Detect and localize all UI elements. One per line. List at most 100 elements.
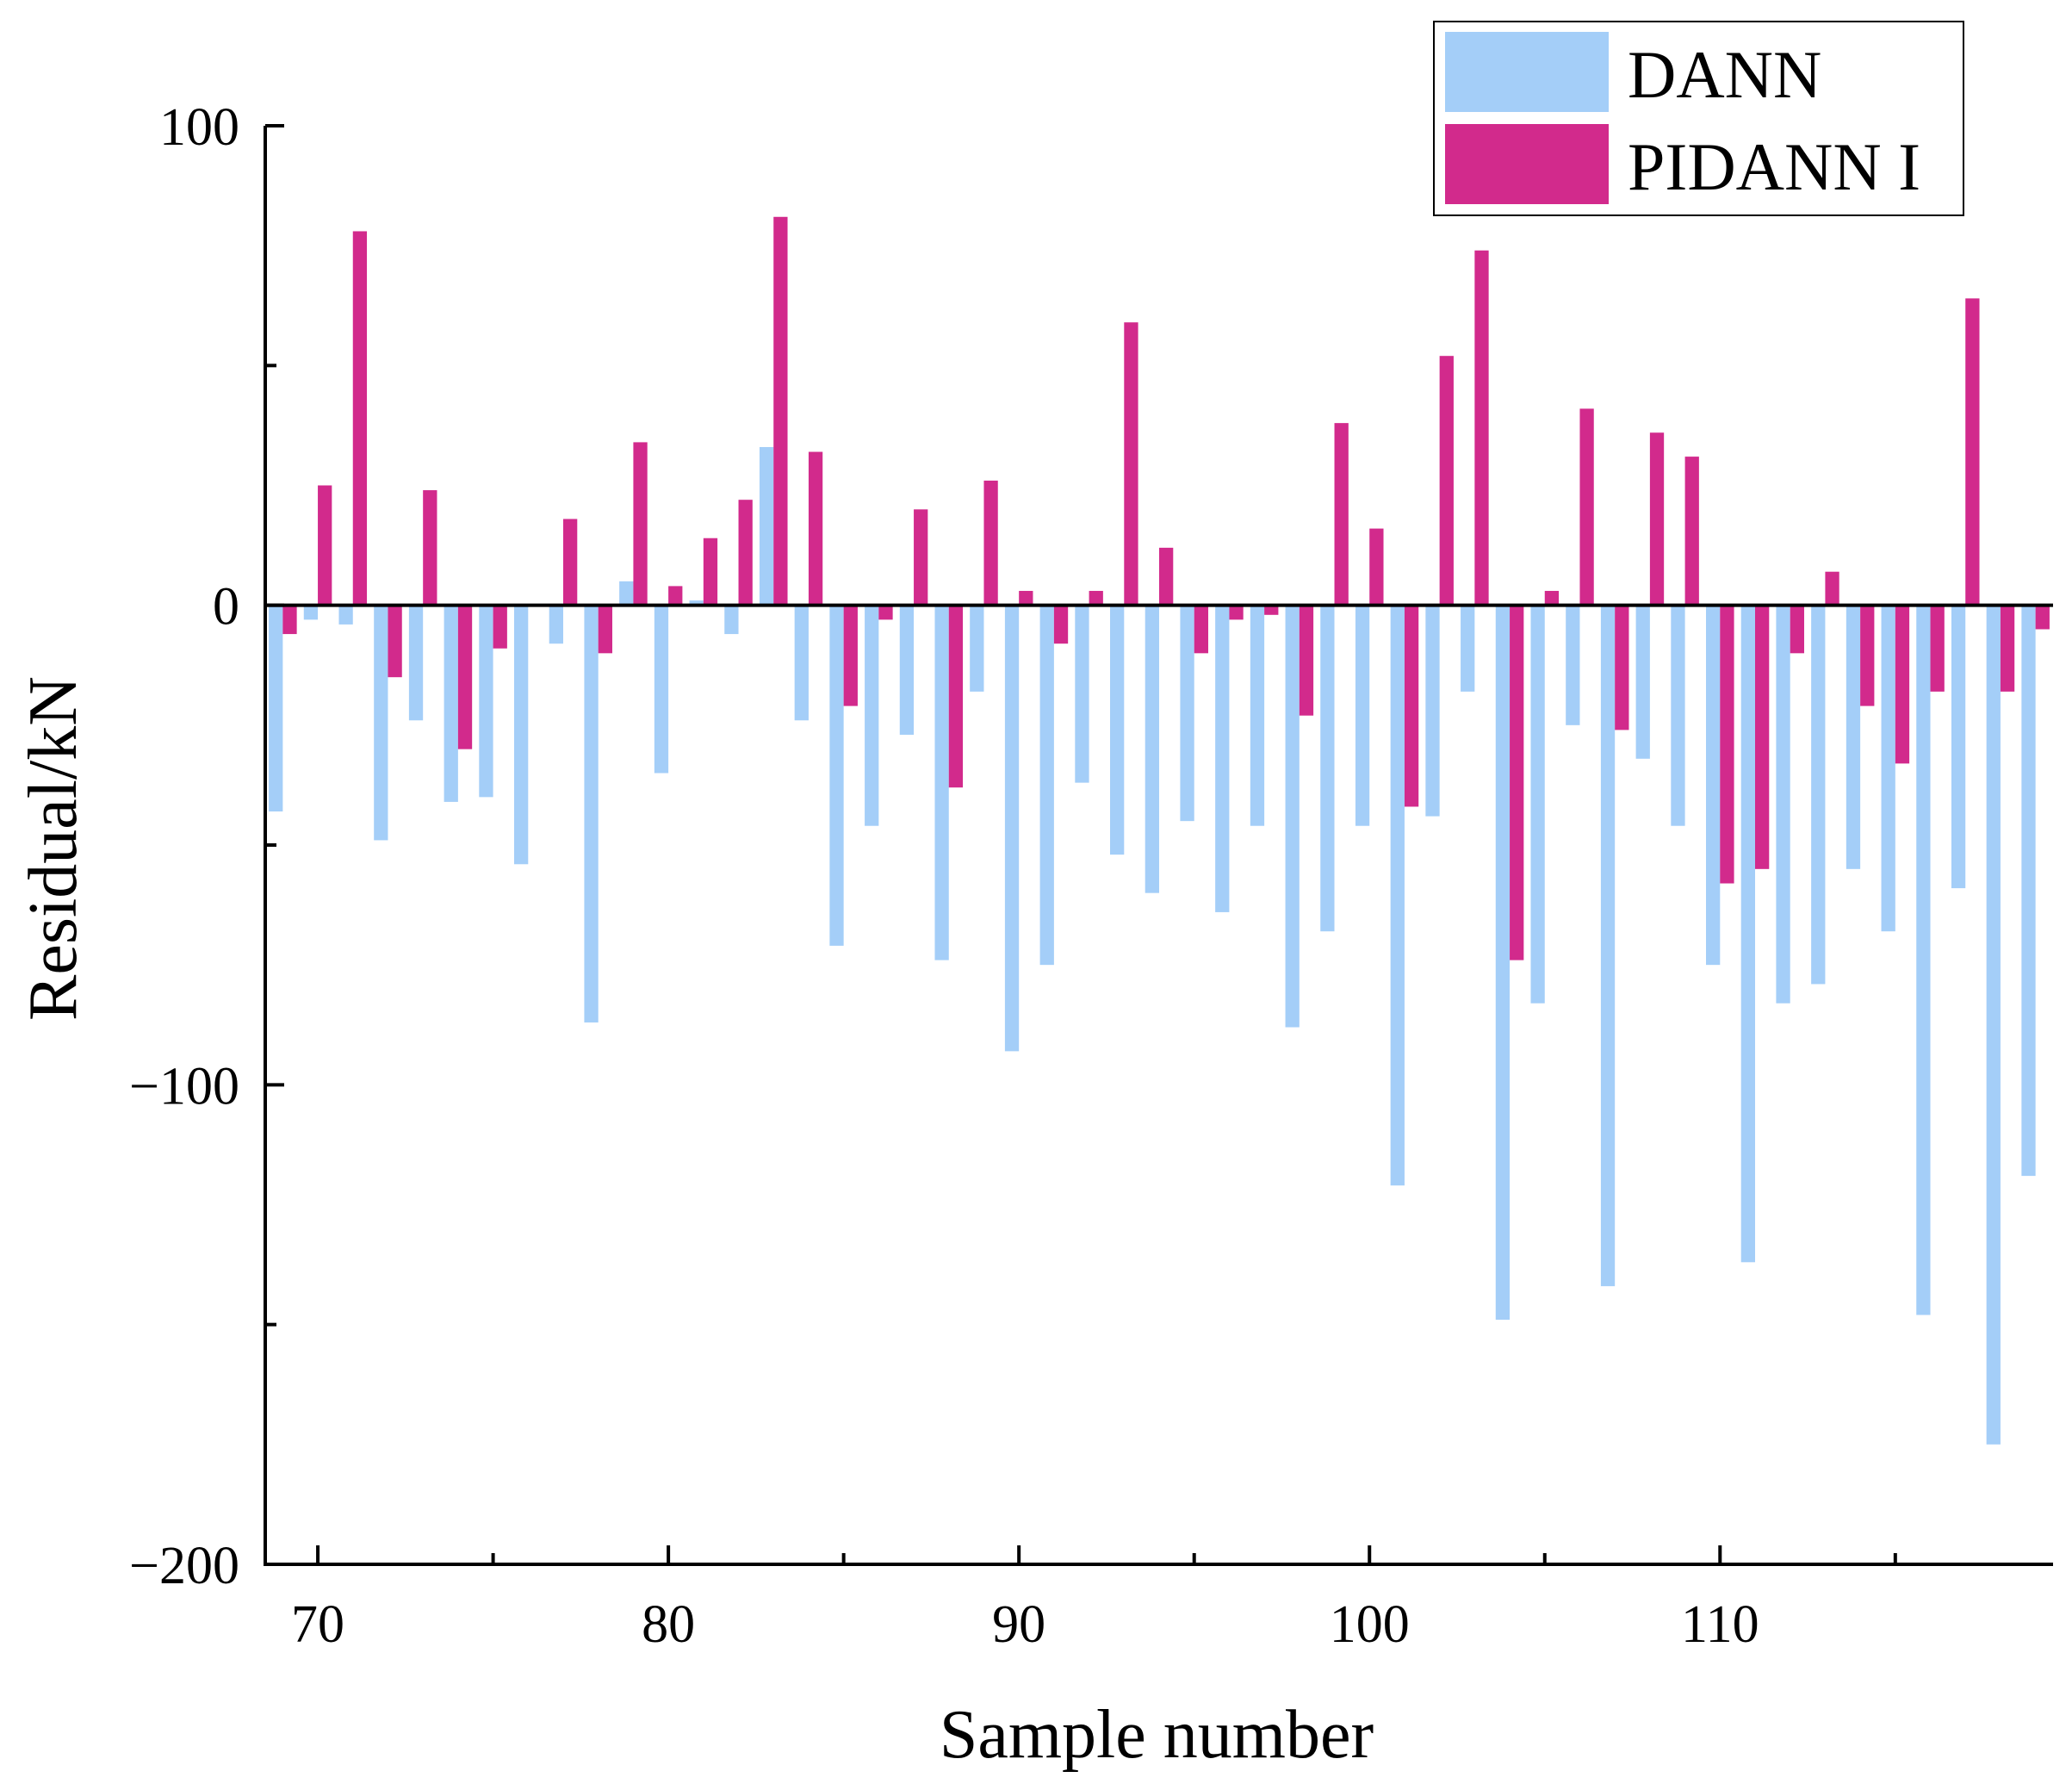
bar-pidann-i-69: [282, 605, 297, 635]
y-axis-title: Residual/kN: [16, 676, 91, 1021]
bar-pidann-i-110: [1720, 605, 1734, 884]
bar-dann-106: [1566, 605, 1580, 725]
bar-pidann-i-104: [1510, 605, 1524, 960]
x-tick-label: 70: [291, 1595, 344, 1654]
bar-pidann-i-89: [983, 480, 998, 606]
bar-dann-88: [934, 605, 949, 960]
bar-dann-74: [444, 605, 458, 802]
y-tick-label: −200: [129, 1537, 239, 1595]
bar-dann-69: [269, 605, 283, 812]
bar-dann-90: [1004, 605, 1020, 1052]
bar-pidann-i-85: [843, 605, 858, 706]
bar-pidann-i-97: [1264, 605, 1279, 615]
bar-pidann-i-80: [668, 586, 683, 606]
legend-label-pidann: PIDANN I: [1628, 129, 1920, 204]
bar-pidann-i-84: [808, 451, 823, 606]
bar-dann-103: [1461, 605, 1475, 692]
bar-pidann-i-88: [948, 605, 964, 788]
bar-dann-117: [1951, 605, 1966, 889]
bar-dann-73: [408, 605, 424, 721]
bar-dann-111: [1740, 605, 1755, 1263]
bar-dann-80: [654, 605, 669, 774]
bar-dann-87: [899, 605, 915, 735]
x-tick-label: 100: [1330, 1595, 1410, 1654]
bar-dann-95: [1180, 605, 1194, 822]
bar-pidann-i-118: [2000, 605, 2015, 692]
bar-pidann-i-78: [598, 605, 612, 654]
bar-pidann-i-99: [1334, 423, 1349, 606]
bar-pidann-i-116: [1930, 605, 1945, 692]
bar-pidann-i-79: [633, 442, 648, 606]
bar-dann-84: [794, 605, 809, 721]
bar-dann-83: [759, 446, 774, 606]
bar-pidann-i-71: [352, 231, 368, 606]
bar-dann-81: [689, 600, 704, 606]
bar-pidann-i-114: [1860, 605, 1875, 706]
y-tick-label: 0: [213, 578, 239, 637]
bar-pidann-i-83: [773, 216, 788, 606]
bar-dann-102: [1425, 605, 1440, 817]
legend-swatch-pidann: [1445, 124, 1609, 204]
bar-pidann-i-111: [1755, 605, 1770, 869]
bar-dann-79: [619, 581, 634, 606]
bar-dann-110: [1706, 605, 1721, 966]
bar-pidann-i-72: [388, 605, 402, 678]
x-tick-label: 90: [992, 1595, 1045, 1654]
bar-dann-93: [1110, 605, 1125, 855]
bar-dann-89: [970, 605, 984, 692]
bar-pidann-i-100: [1369, 528, 1384, 606]
bar-dann-78: [584, 605, 599, 1022]
bar-pidann-i-77: [563, 519, 578, 606]
bar-dann-99: [1320, 605, 1335, 932]
bar-dann-92: [1075, 605, 1089, 783]
bar-pidann-i-90: [1019, 590, 1033, 606]
bar-pidann-i-96: [1229, 605, 1244, 620]
bar-pidann-i-101: [1404, 605, 1419, 807]
bar-dann-72: [374, 605, 388, 841]
bar-dann-118: [1986, 605, 2001, 1445]
bar-dann-86: [865, 605, 879, 826]
y-tick-label: −100: [129, 1057, 239, 1116]
bar-pidann-i-103: [1474, 250, 1489, 606]
bar-pidann-i-93: [1124, 322, 1138, 606]
bars-layer: [269, 216, 2050, 1445]
x-tick-label: 80: [642, 1595, 695, 1654]
bar-pidann-i-86: [878, 605, 893, 620]
bar-pidann-i-109: [1684, 457, 1699, 606]
bar-pidann-i-112: [1790, 605, 1804, 654]
bar-dann-105: [1530, 605, 1545, 1004]
bar-dann-76: [514, 605, 529, 865]
bar-dann-77: [549, 605, 563, 644]
bar-dann-100: [1355, 605, 1370, 826]
bar-pidann-i-73: [423, 490, 437, 606]
legend: DANN PIDANN I: [1433, 21, 1964, 216]
bar-pidann-i-91: [1053, 605, 1069, 644]
bar-pidann-i-119: [2035, 605, 2050, 630]
bar-dann-96: [1215, 605, 1230, 912]
bar-dann-115: [1881, 605, 1895, 932]
bar-pidann-i-94: [1159, 547, 1174, 606]
bar-dann-75: [479, 605, 493, 798]
bar-pidann-i-87: [914, 509, 928, 606]
bar-dann-101: [1390, 605, 1405, 1186]
bar-pidann-i-75: [493, 605, 507, 649]
legend-swatch-dann: [1445, 32, 1609, 112]
bar-pidann-i-105: [1544, 590, 1560, 606]
bar-dann-94: [1145, 605, 1159, 893]
ticks-layer: 100 0 −100 −200 70 80 90 100 110: [129, 98, 1897, 1654]
bar-pidann-i-113: [1825, 571, 1839, 606]
bar-dann-71: [338, 605, 353, 625]
bar-dann-114: [1846, 605, 1861, 869]
bar-dann-116: [1916, 605, 1931, 1315]
bar-pidann-i-74: [457, 605, 473, 749]
bar-pidann-i-92: [1089, 590, 1103, 606]
x-tick-label: 110: [1681, 1595, 1759, 1654]
legend-label-dann: DANN: [1628, 37, 1821, 112]
bar-pidann-i-108: [1649, 432, 1665, 606]
y-tick-label: 100: [159, 98, 239, 157]
bar-dann-85: [829, 605, 844, 946]
bar-dann-119: [2021, 605, 2036, 1177]
bar-pidann-i-102: [1439, 356, 1454, 606]
